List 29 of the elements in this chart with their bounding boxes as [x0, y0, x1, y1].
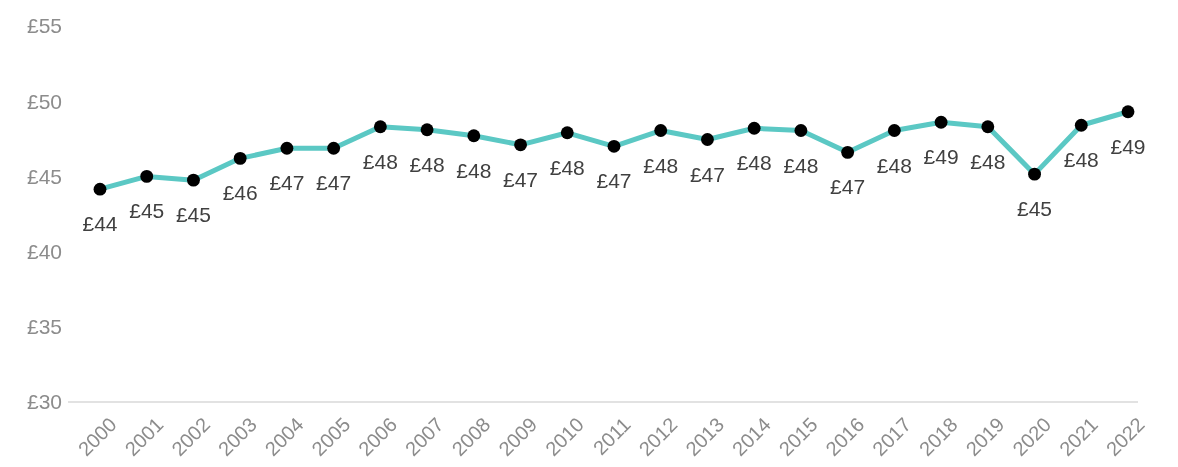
data-label: £47 — [830, 175, 866, 199]
data-label: £48 — [736, 151, 772, 175]
data-label: £47 — [596, 169, 632, 193]
data-label: £49 — [923, 145, 959, 169]
data-label: £48 — [643, 153, 679, 177]
data-label: £48 — [362, 149, 398, 173]
data-label: £48 — [783, 153, 819, 177]
data-label: £47 — [269, 171, 305, 195]
data-label: £47 — [503, 167, 539, 191]
data-label: £46 — [222, 181, 258, 205]
data-label: £45 — [1017, 197, 1053, 221]
data-label: £48 — [970, 149, 1006, 173]
data-label: £48 — [409, 152, 445, 176]
data-label: £48 — [549, 155, 585, 179]
data-label: £48 — [876, 153, 912, 177]
data-label: £49 — [1110, 134, 1146, 158]
y-tick-label: £45 — [26, 164, 62, 188]
y-tick-label: £50 — [26, 89, 62, 113]
data-label: £45 — [129, 199, 165, 223]
data-label: £48 — [1063, 148, 1099, 172]
y-tick-label: £55 — [26, 14, 62, 38]
y-tick-label: £35 — [26, 315, 62, 339]
data-label: £44 — [82, 212, 118, 236]
data-label: £48 — [456, 158, 492, 182]
data-label: £47 — [689, 162, 725, 186]
data-label: £45 — [175, 203, 211, 227]
y-tick-label: £30 — [26, 390, 62, 414]
y-tick-label: £40 — [26, 239, 62, 263]
data-label: £47 — [316, 171, 352, 195]
